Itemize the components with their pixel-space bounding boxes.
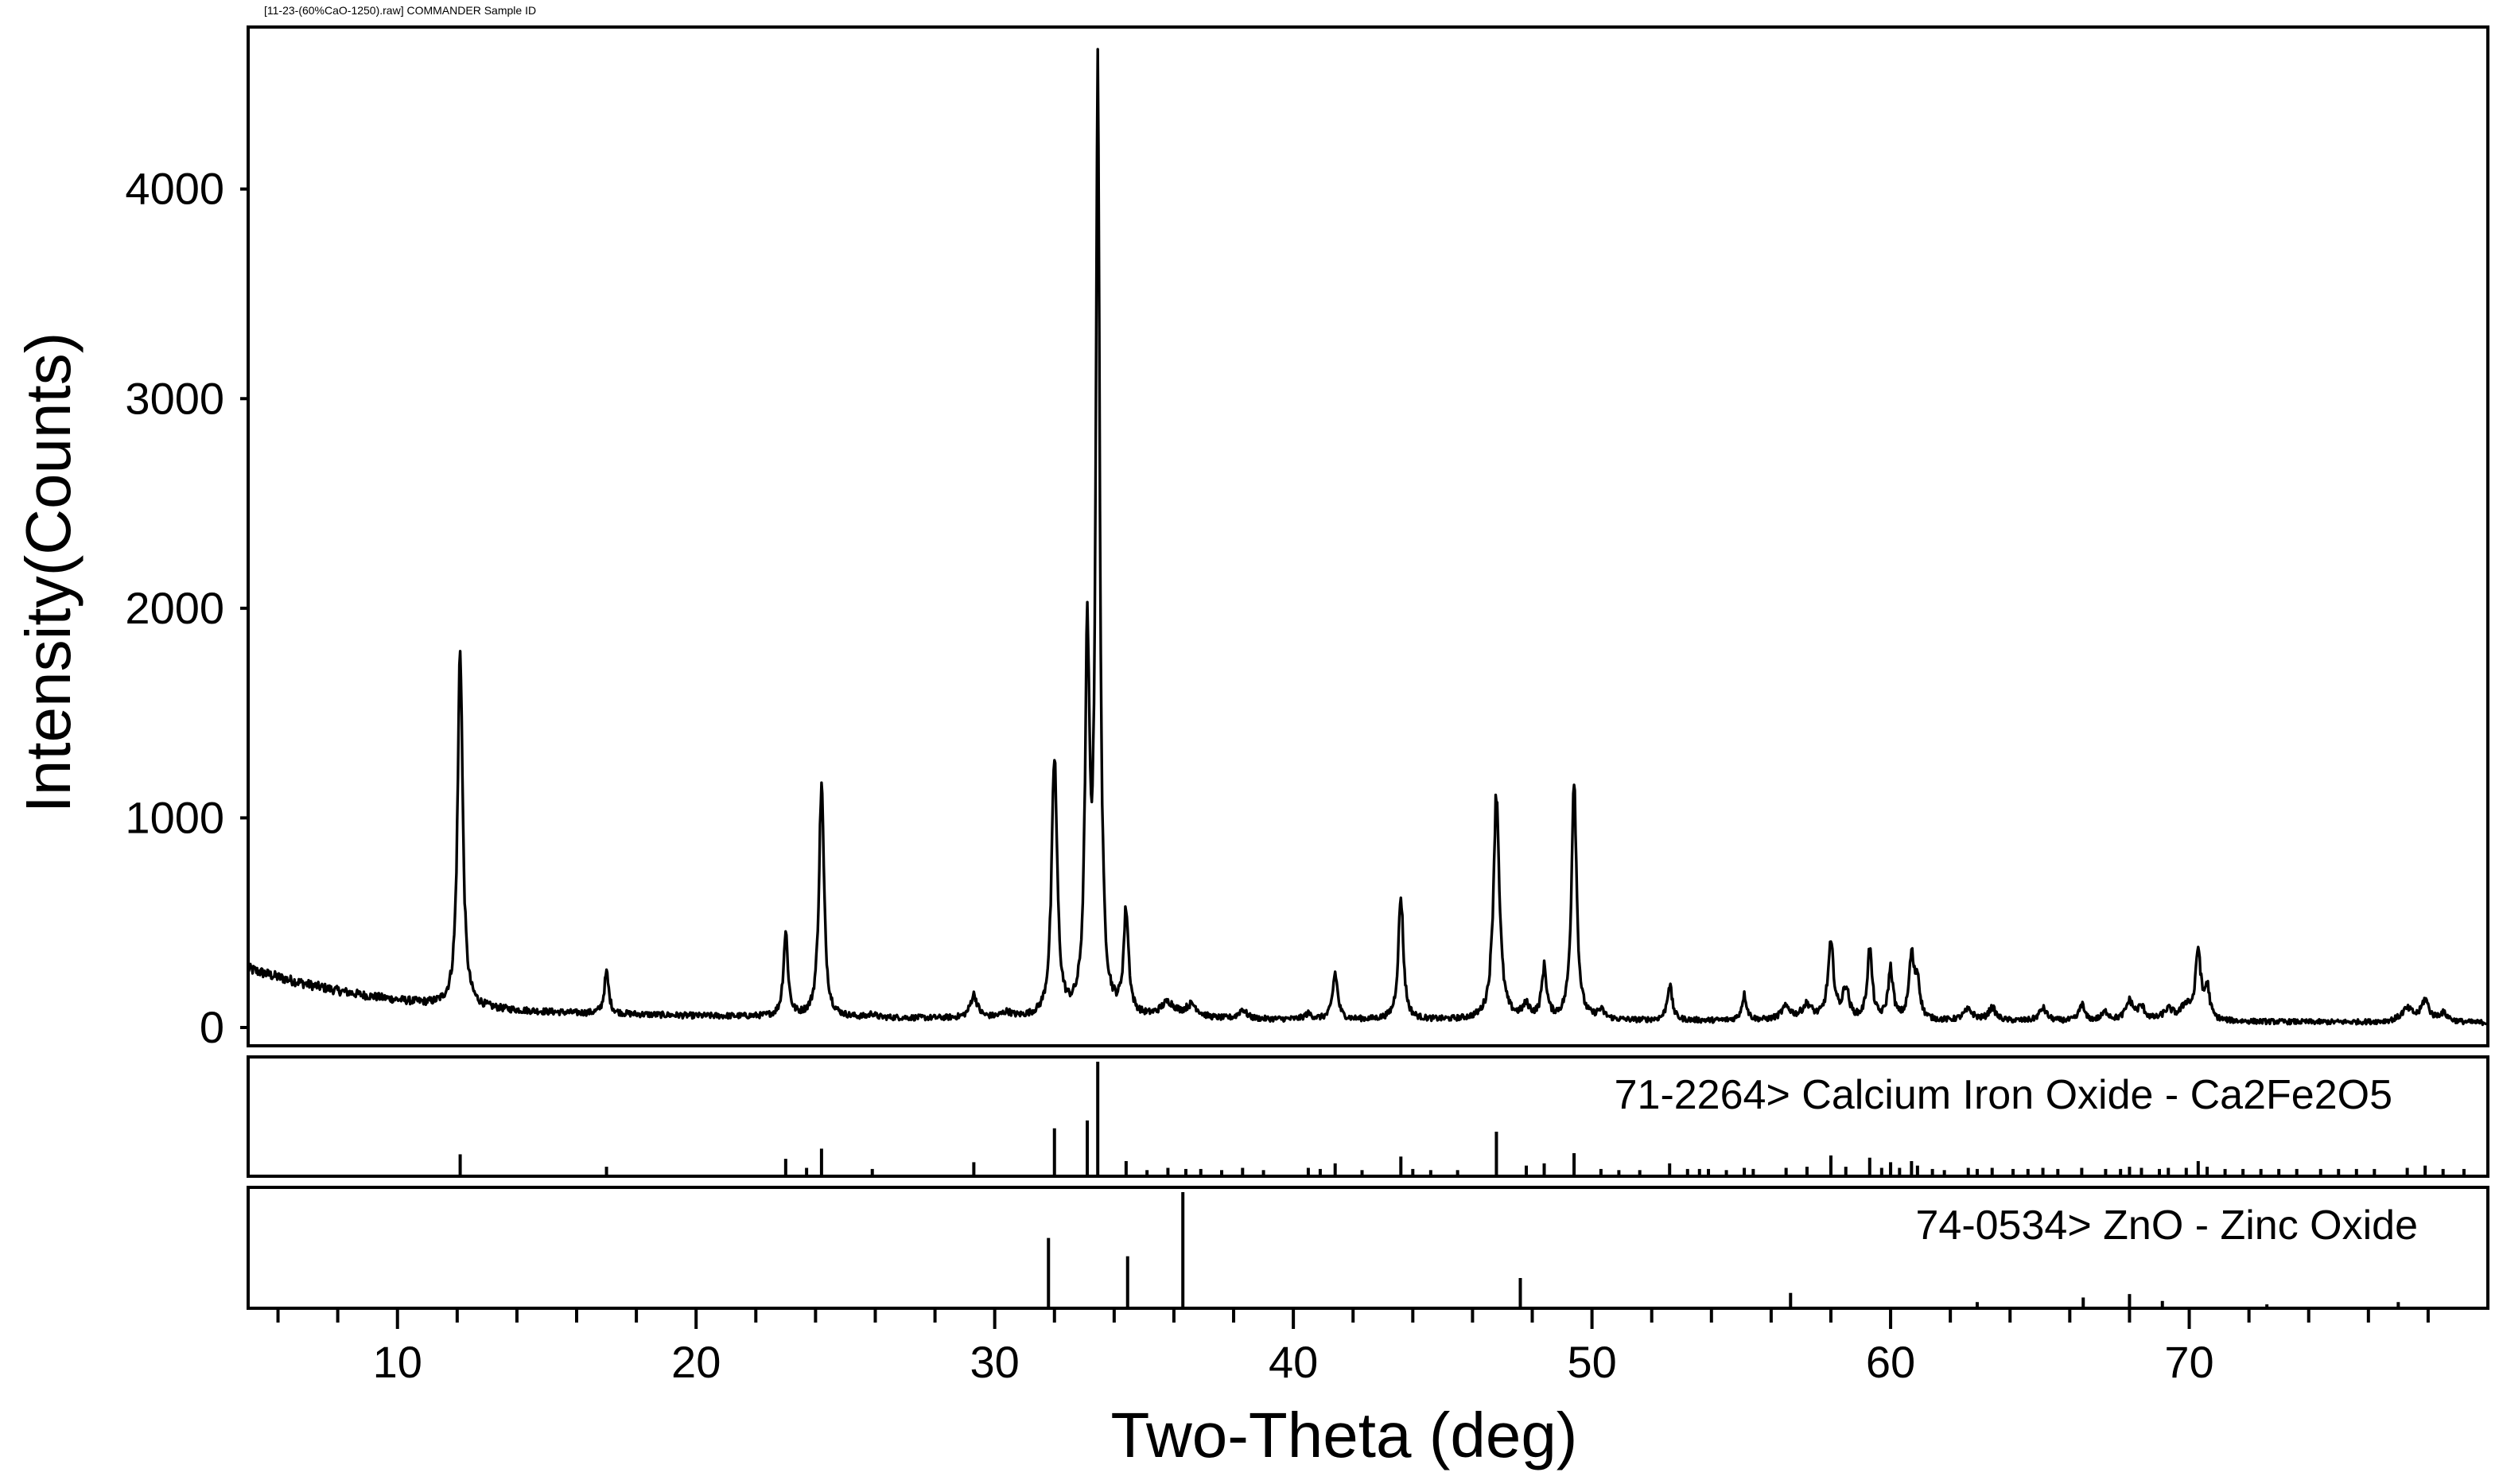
x-tick-label: 10 — [373, 1337, 422, 1387]
y-tick-label: 1000 — [125, 792, 224, 842]
y-tick-label: 3000 — [125, 373, 224, 423]
ref-panel-frame-calcium-iron-oxide — [247, 1055, 2489, 1178]
x-axis-title: Two-Theta (deg) — [1111, 1400, 1578, 1470]
x-tick-label: 30 — [970, 1337, 1020, 1387]
main-plot-panel: 0 1000 2000 3000 4000 Intensity(Counts) — [13, 25, 2489, 1052]
y-axis-ticks: 0 1000 2000 3000 4000 — [125, 164, 250, 1052]
x-tick-label: 70 — [2164, 1337, 2213, 1387]
y-tick-label: 0 — [200, 1002, 224, 1052]
x-axis-ticks: 10 20 30 40 50 60 70 — [276, 1308, 2430, 1387]
ref-label-calcium-iron-oxide: 71-2264> Calcium Iron Oxide - Ca2Fe2O5 — [1615, 1072, 2392, 1118]
y-tick-label: 4000 — [125, 164, 224, 214]
y-axis-title: Intensity(Counts) — [13, 332, 84, 814]
x-tick-label: 50 — [1567, 1337, 1616, 1387]
y-tick-label: 2000 — [125, 583, 224, 633]
scan-file-label: [11-23-(60%CaO-1250).raw] COMMANDER Samp… — [264, 4, 536, 17]
ref-panel-zinc-oxide: 74-0534> ZnO - Zinc Oxide — [247, 1186, 2489, 1310]
diffraction-pattern-line — [247, 48, 2489, 1027]
ref-label-zinc-oxide: 74-0534> ZnO - Zinc Oxide — [1915, 1202, 2418, 1249]
ref-sticks-zinc-oxide — [1047, 1192, 2400, 1307]
ref-panel-calcium-iron-oxide: 71-2264> Calcium Iron Oxide - Ca2Fe2O5 — [247, 1055, 2489, 1178]
ref-panel-frame-zinc-oxide — [247, 1186, 2489, 1310]
ref-sticks-calcium-iron-oxide — [458, 1062, 2466, 1175]
x-tick-label: 60 — [1866, 1337, 1915, 1387]
x-tick-label: 40 — [1269, 1337, 1318, 1387]
x-tick-label: 20 — [671, 1337, 721, 1387]
main-plot-frame — [247, 25, 2489, 1047]
